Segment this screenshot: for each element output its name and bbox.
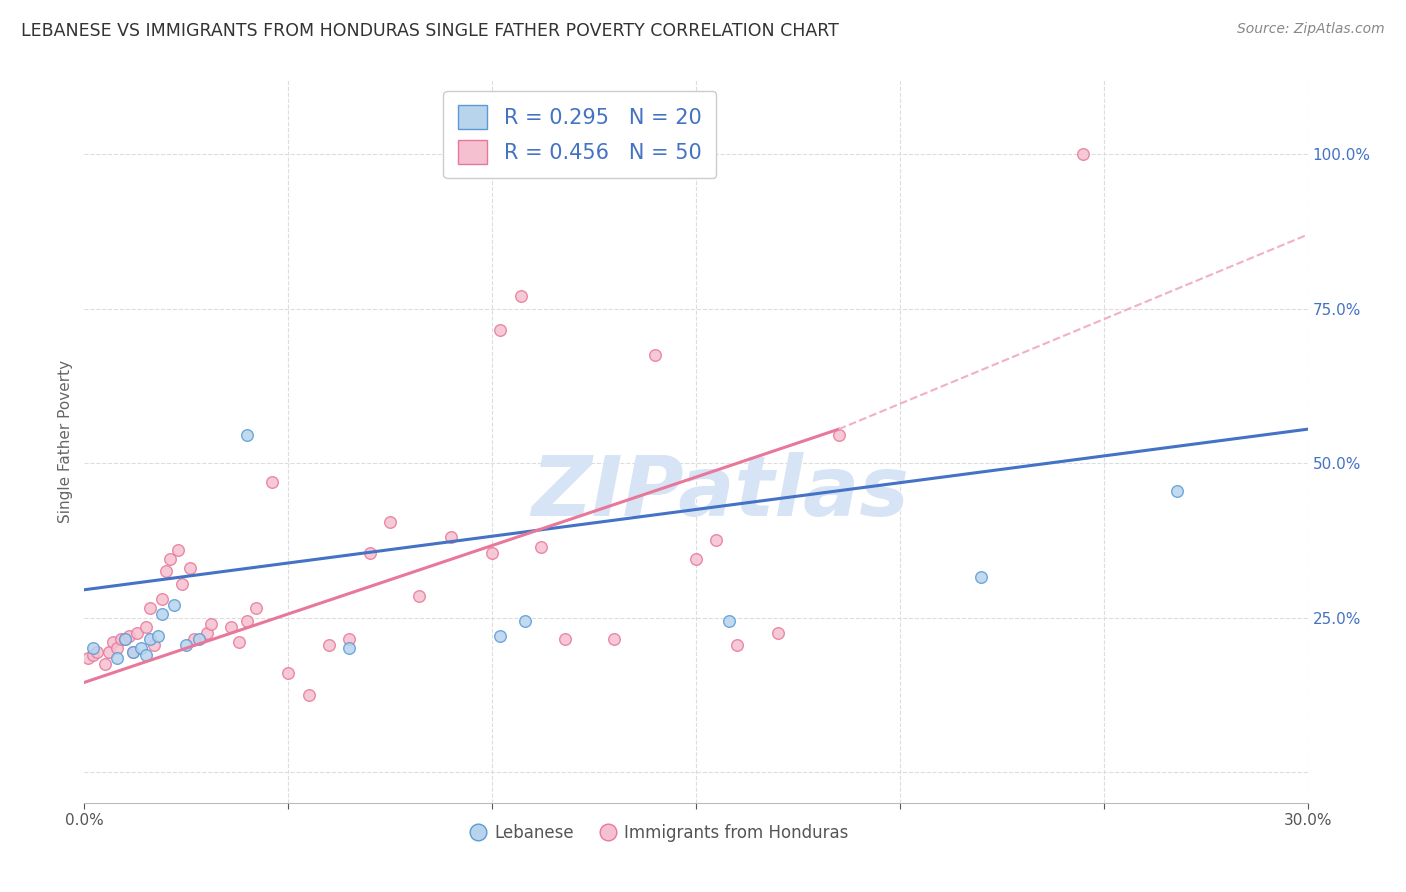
Point [135,648,157,662]
Point [155,564,177,578]
Point [138,601,160,615]
Point [150,607,173,622]
Point [105,650,128,665]
Point [644,348,666,362]
Point [174,638,197,652]
Point [114,632,136,647]
Point [163,598,186,612]
Point [200,616,222,631]
Y-axis label: Single Father Poverty: Single Father Poverty [58,360,73,523]
Point [277,666,299,681]
Point [110,632,132,647]
Point [101,635,124,649]
Legend: Lebanese, Immigrants from Honduras: Lebanese, Immigrants from Honduras [463,817,855,848]
Point [146,629,169,643]
Point [127,626,149,640]
Point [380,515,402,529]
Point [82,648,104,662]
Text: Source: ZipAtlas.com: Source: ZipAtlas.com [1237,22,1385,37]
Point [159,552,181,566]
Point [489,323,512,337]
Point [766,626,789,640]
Point [167,542,190,557]
Point [179,561,201,575]
Point [236,614,259,628]
Point [1073,147,1095,161]
Point [118,629,141,643]
Point [828,428,851,442]
Point [195,626,218,640]
Point [183,632,205,647]
Point [138,632,160,647]
Point [481,546,503,560]
Point [725,638,748,652]
Point [86,644,108,658]
Point [135,620,157,634]
Point [440,530,463,544]
Point [685,552,707,566]
Point [77,650,100,665]
Point [530,540,553,554]
Point [339,641,361,656]
Point [509,289,531,303]
Point [105,641,128,656]
Text: ZIPatlas: ZIPatlas [531,451,910,533]
Point [93,657,115,671]
Point [970,570,993,584]
Point [489,629,512,643]
Point [122,644,145,658]
Point [298,688,321,702]
Point [114,632,136,647]
Point [554,632,576,647]
Point [245,601,267,615]
Point [543,147,565,161]
Point [172,576,194,591]
Point [82,641,104,656]
Text: LEBANESE VS IMMIGRANTS FROM HONDURAS SINGLE FATHER POVERTY CORRELATION CHART: LEBANESE VS IMMIGRANTS FROM HONDURAS SIN… [21,22,839,40]
Point [187,632,209,647]
Point [150,592,173,607]
Point [513,614,536,628]
Point [122,644,145,658]
Point [717,614,740,628]
Point [359,546,381,560]
Point [219,620,242,634]
Point [603,632,626,647]
Point [131,641,153,656]
Point [408,589,430,603]
Point [339,632,361,647]
Point [142,638,165,652]
Point [318,638,340,652]
Point [97,644,120,658]
Point [236,428,259,442]
Point [1166,483,1188,498]
Point [260,475,283,489]
Point [706,533,728,548]
Point [228,635,250,649]
